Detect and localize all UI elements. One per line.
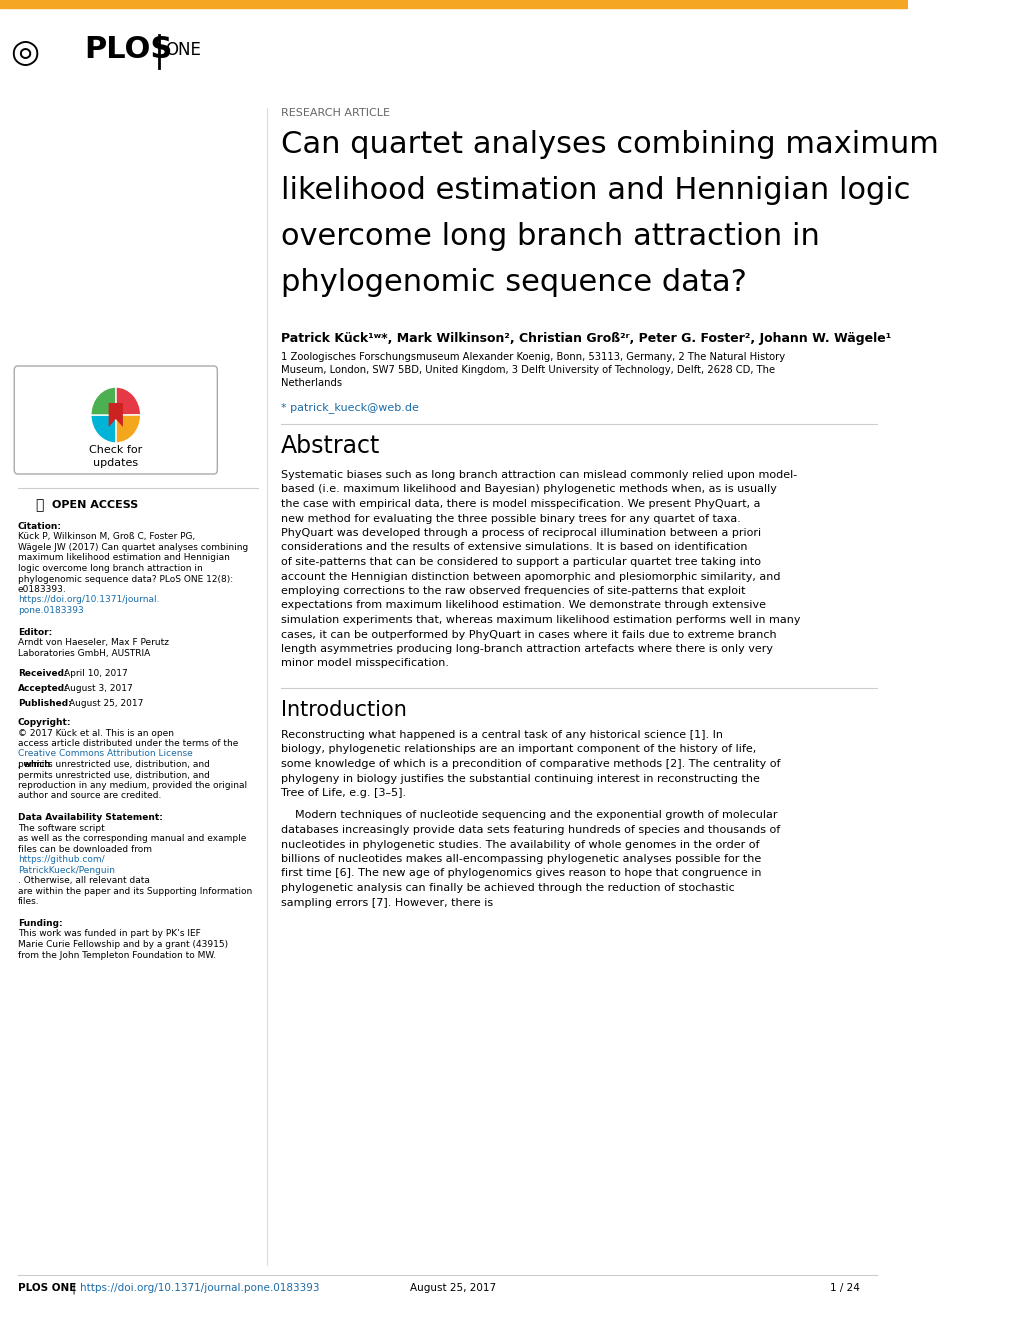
Text: 🔓: 🔓	[36, 498, 44, 512]
Text: nucleotides in phylogenetic studies. The availability of whole genomes in the or: nucleotides in phylogenetic studies. The…	[280, 840, 758, 850]
Text: https://github.com/: https://github.com/	[17, 855, 104, 865]
Text: are within the paper and its Supporting Information: are within the paper and its Supporting …	[17, 887, 252, 896]
Text: OPEN ACCESS: OPEN ACCESS	[52, 500, 138, 510]
Text: minor model misspecification.: minor model misspecification.	[280, 659, 448, 668]
FancyBboxPatch shape	[14, 366, 217, 474]
Text: reproduction in any medium, provided the original: reproduction in any medium, provided the…	[17, 781, 247, 789]
Text: 1 / 24: 1 / 24	[828, 1283, 859, 1294]
Text: considerations and the results of extensive simulations. It is based on identifi: considerations and the results of extens…	[280, 543, 746, 553]
Text: account the Hennigian distinction between apomorphic and plesiomorphic similarit: account the Hennigian distinction betwee…	[280, 572, 780, 582]
Text: as well as the corresponding manual and example: as well as the corresponding manual and …	[17, 834, 246, 843]
Text: based (i.e. maximum likelihood and Bayesian) phylogenetic methods when, as is us: based (i.e. maximum likelihood and Bayes…	[280, 484, 775, 495]
Text: Reconstructing what happened is a central task of any historical science [1]. In: Reconstructing what happened is a centra…	[280, 730, 721, 741]
Text: expectations from maximum likelihood estimation. We demonstrate through extensiv: expectations from maximum likelihood est…	[280, 601, 765, 610]
Text: PhyQuart was developed through a process of reciprocal illumination between a pr: PhyQuart was developed through a process…	[280, 528, 760, 539]
Text: likelihood estimation and Hennigian logic: likelihood estimation and Hennigian logi…	[280, 176, 909, 205]
Text: Editor:: Editor:	[17, 628, 52, 636]
Text: first time [6]. The new age of phylogenomics gives reason to hope that congruenc: first time [6]. The new age of phylogeno…	[280, 869, 760, 879]
Text: Tree of Life, e.g. [3–5].: Tree of Life, e.g. [3–5].	[280, 788, 406, 799]
Text: 1 Zoologisches Forschungsmuseum Alexander Koenig, Bonn, 53113, Germany, 2 The Na: 1 Zoologisches Forschungsmuseum Alexande…	[280, 352, 784, 362]
Text: . Otherwise, all relevant data: . Otherwise, all relevant data	[17, 876, 150, 886]
Text: phylogenomic sequence data? PLoS ONE 12(8):: phylogenomic sequence data? PLoS ONE 12(…	[17, 574, 232, 583]
Text: © 2017 Kück et al. This is an open: © 2017 Kück et al. This is an open	[17, 729, 173, 738]
Text: simulation experiments that, whereas maximum likelihood estimation performs well: simulation experiments that, whereas max…	[280, 615, 799, 624]
Text: Netherlands: Netherlands	[280, 378, 341, 388]
Text: Published:: Published:	[17, 700, 71, 709]
Text: Marie Curie Fellowship and by a grant (43915): Marie Curie Fellowship and by a grant (4…	[17, 940, 227, 949]
Text: cases, it can be outperformed by PhyQuart in cases where it fails due to extreme: cases, it can be outperformed by PhyQuar…	[280, 630, 775, 639]
Text: * patrick_kueck@web.de: * patrick_kueck@web.de	[280, 403, 418, 413]
Text: Creative Commons Attribution License: Creative Commons Attribution License	[17, 750, 193, 759]
Text: The software script: The software script	[17, 824, 105, 833]
Text: updates: updates	[93, 458, 139, 469]
Text: Arndt von Haeseler, Max F Perutz: Arndt von Haeseler, Max F Perutz	[17, 639, 169, 647]
Text: This work was funded in part by PK’s IEF: This work was funded in part by PK’s IEF	[17, 929, 201, 939]
Text: https://doi.org/10.1371/journal.pone.0183393: https://doi.org/10.1371/journal.pone.018…	[81, 1283, 319, 1294]
Text: of site-patterns that can be considered to support a particular quartet tree tak: of site-patterns that can be considered …	[280, 557, 760, 568]
Text: Data Availability Statement:: Data Availability Statement:	[17, 813, 162, 822]
Text: ONE: ONE	[165, 41, 201, 59]
Text: pone.0183393: pone.0183393	[17, 606, 84, 615]
Text: ◎: ◎	[10, 36, 40, 69]
Text: employing corrections to the raw observed frequencies of site-patterns that expl: employing corrections to the raw observe…	[280, 586, 744, 597]
Text: https://doi.org/10.1371/journal.: https://doi.org/10.1371/journal.	[17, 595, 159, 605]
Text: |: |	[69, 1283, 79, 1294]
Text: Can quartet analyses combining maximum: Can quartet analyses combining maximum	[280, 129, 937, 158]
Wedge shape	[91, 387, 116, 414]
Text: Funding:: Funding:	[17, 919, 62, 928]
Text: Received:: Received:	[17, 668, 67, 677]
Text: Check for: Check for	[89, 445, 143, 455]
Text: biology, phylogenetic relationships are an important component of the history of: biology, phylogenetic relationships are …	[280, 744, 755, 755]
Text: Accepted:: Accepted:	[17, 684, 68, 693]
Text: Abstract: Abstract	[280, 434, 379, 458]
Text: Citation:: Citation:	[17, 521, 62, 531]
Text: April 10, 2017: April 10, 2017	[64, 668, 127, 677]
Wedge shape	[116, 414, 141, 444]
Text: Patrick Kück¹ʷ*, Mark Wilkinson², Christian Groß²ʳ, Peter G. Foster², Johann W. : Patrick Kück¹ʷ*, Mark Wilkinson², Christ…	[280, 333, 890, 345]
Text: PLOS ONE: PLOS ONE	[17, 1283, 76, 1294]
Text: Laboratories GmbH, AUSTRIA: Laboratories GmbH, AUSTRIA	[17, 648, 150, 657]
Text: maximum likelihood estimation and Hennigian: maximum likelihood estimation and Hennig…	[17, 553, 229, 562]
Text: logic overcome long branch attraction in: logic overcome long branch attraction in	[17, 564, 203, 573]
Text: overcome long branch attraction in: overcome long branch attraction in	[280, 222, 818, 251]
Wedge shape	[91, 414, 116, 444]
Wedge shape	[116, 387, 141, 414]
Text: Systematic biases such as long branch attraction can mislead commonly relied upo: Systematic biases such as long branch at…	[280, 470, 796, 480]
Text: permits unrestricted use, distribution, and: permits unrestricted use, distribution, …	[17, 760, 210, 770]
Text: PLOS: PLOS	[85, 36, 173, 65]
Text: PatrickKueck/Penguin: PatrickKueck/Penguin	[17, 866, 115, 875]
Text: Museum, London, SW7 5BD, United Kingdom, 3 Delft University of Technology, Delft: Museum, London, SW7 5BD, United Kingdom,…	[280, 366, 774, 375]
Text: files can be downloaded from: files can be downloaded from	[17, 845, 152, 854]
Text: from the John Templeton Foundation to MW.: from the John Templeton Foundation to MW…	[17, 950, 216, 960]
Text: some knowledge of which is a precondition of comparative methods [2]. The centra: some knowledge of which is a preconditio…	[280, 759, 780, 770]
Bar	[0, 0, 908, 8]
Text: sampling errors [7]. However, there is: sampling errors [7]. However, there is	[280, 898, 492, 908]
Text: August 25, 2017: August 25, 2017	[68, 700, 143, 709]
Text: August 25, 2017: August 25, 2017	[410, 1283, 495, 1294]
Text: files.: files.	[17, 898, 40, 907]
Text: , which: , which	[17, 760, 50, 770]
Text: e0183393.: e0183393.	[17, 585, 66, 594]
Text: the case with empirical data, there is model misspecification. We present PhyQua: the case with empirical data, there is m…	[280, 499, 759, 510]
Text: Modern techniques of nucleotide sequencing and the exponential growth of molecul: Modern techniques of nucleotide sequenci…	[280, 810, 776, 821]
Text: RESEARCH ARTICLE: RESEARCH ARTICLE	[280, 108, 389, 117]
Text: , which: , which	[17, 760, 50, 770]
Text: billions of nucleotides makes all-encompassing phylogenetic analyses possible fo: billions of nucleotides makes all-encomp…	[280, 854, 760, 865]
Text: access article distributed under the terms of the: access article distributed under the ter…	[17, 739, 238, 748]
Polygon shape	[109, 403, 123, 426]
Text: Copyright:: Copyright:	[17, 718, 71, 727]
Text: length asymmetries producing long-branch attraction artefacts where there is onl: length asymmetries producing long-branch…	[280, 644, 771, 653]
Text: phylogenetic analysis can finally be achieved through the reduction of stochasti: phylogenetic analysis can finally be ach…	[280, 883, 734, 894]
Text: phylogenomic sequence data?: phylogenomic sequence data?	[280, 268, 746, 297]
Text: Introduction: Introduction	[280, 700, 406, 719]
Text: new method for evaluating the three possible binary trees for any quartet of tax: new method for evaluating the three poss…	[280, 513, 740, 524]
Text: author and source are credited.: author and source are credited.	[17, 792, 161, 800]
Text: Wägele JW (2017) Can quartet analyses combining: Wägele JW (2017) Can quartet analyses co…	[17, 543, 248, 552]
Text: August 3, 2017: August 3, 2017	[64, 684, 132, 693]
Text: permits unrestricted use, distribution, and: permits unrestricted use, distribution, …	[17, 771, 210, 780]
Text: Kück P, Wilkinson M, Groß C, Foster PG,: Kück P, Wilkinson M, Groß C, Foster PG,	[17, 532, 195, 541]
Text: databases increasingly provide data sets featuring hundreds of species and thous: databases increasingly provide data sets…	[280, 825, 780, 836]
Text: phylogeny in biology justifies the substantial continuing interest in reconstruc: phylogeny in biology justifies the subst…	[280, 774, 759, 784]
